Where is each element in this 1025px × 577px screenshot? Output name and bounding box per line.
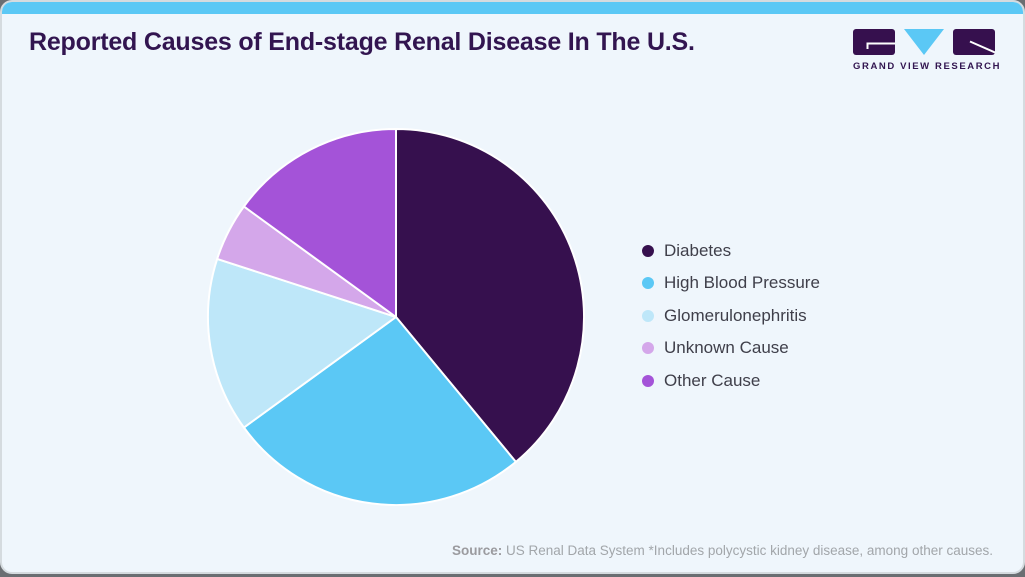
legend-label: Diabetes — [664, 240, 732, 260]
gvr-logo: GRAND VIEW RESEARCH — [853, 29, 1002, 72]
legend-label: Other Cause — [664, 370, 761, 390]
logo-v-icon — [904, 29, 944, 55]
legend-label: High Blood Pressure — [664, 273, 820, 292]
legend-item-diabetes: Diabetes — [642, 240, 820, 261]
legend-bullet-unknown-cause-icon — [642, 342, 654, 354]
logo-r-icon — [953, 29, 995, 55]
legend-bullet-other-cause-icon — [642, 374, 654, 387]
source-text: US Renal Data System *Includes polycysti… — [502, 543, 993, 558]
logo-g-icon — [853, 29, 895, 55]
legend-item-unknown-cause: Unknown Cause — [642, 338, 820, 359]
legend-label: Glomerulonephritis — [664, 305, 807, 325]
legend-item-high-blood-pressure: High Blood Pressure — [642, 273, 820, 294]
pie-slice-other-cause — [242, 127, 397, 318]
brand-wordmark: GRAND VIEW RESEARCH — [853, 61, 1002, 72]
legend-label: Unknown Cause — [664, 338, 789, 357]
pie-chart — [207, 127, 585, 506]
source-note: Source: US Renal Data System *Includes p… — [452, 543, 993, 558]
pie-slice-diabetes — [395, 127, 585, 463]
source-label: Source: — [451, 543, 503, 558]
top-accent-bar — [2, 2, 1023, 14]
legend-bullet-high-blood-pressure-icon — [642, 277, 654, 289]
legend-bullet-glomerulonephritis-icon — [642, 309, 654, 322]
legend-bullet-diabetes-icon — [642, 244, 654, 257]
page-title: Reported Causes of End-stage Renal Disea… — [29, 28, 695, 56]
gvr-logo-icon — [853, 29, 995, 55]
chart-legend: Diabetes High Blood Pressure Glomerulone… — [642, 240, 820, 403]
pie-slice-glomerulonephritis — [207, 257, 397, 429]
pie-slice-high-blood-pressure — [242, 316, 517, 506]
legend-item-glomerulonephritis: Glomerulonephritis — [642, 305, 820, 326]
legend-item-other-cause: Other Cause — [642, 370, 820, 391]
pie-chart-area — [206, 127, 586, 507]
